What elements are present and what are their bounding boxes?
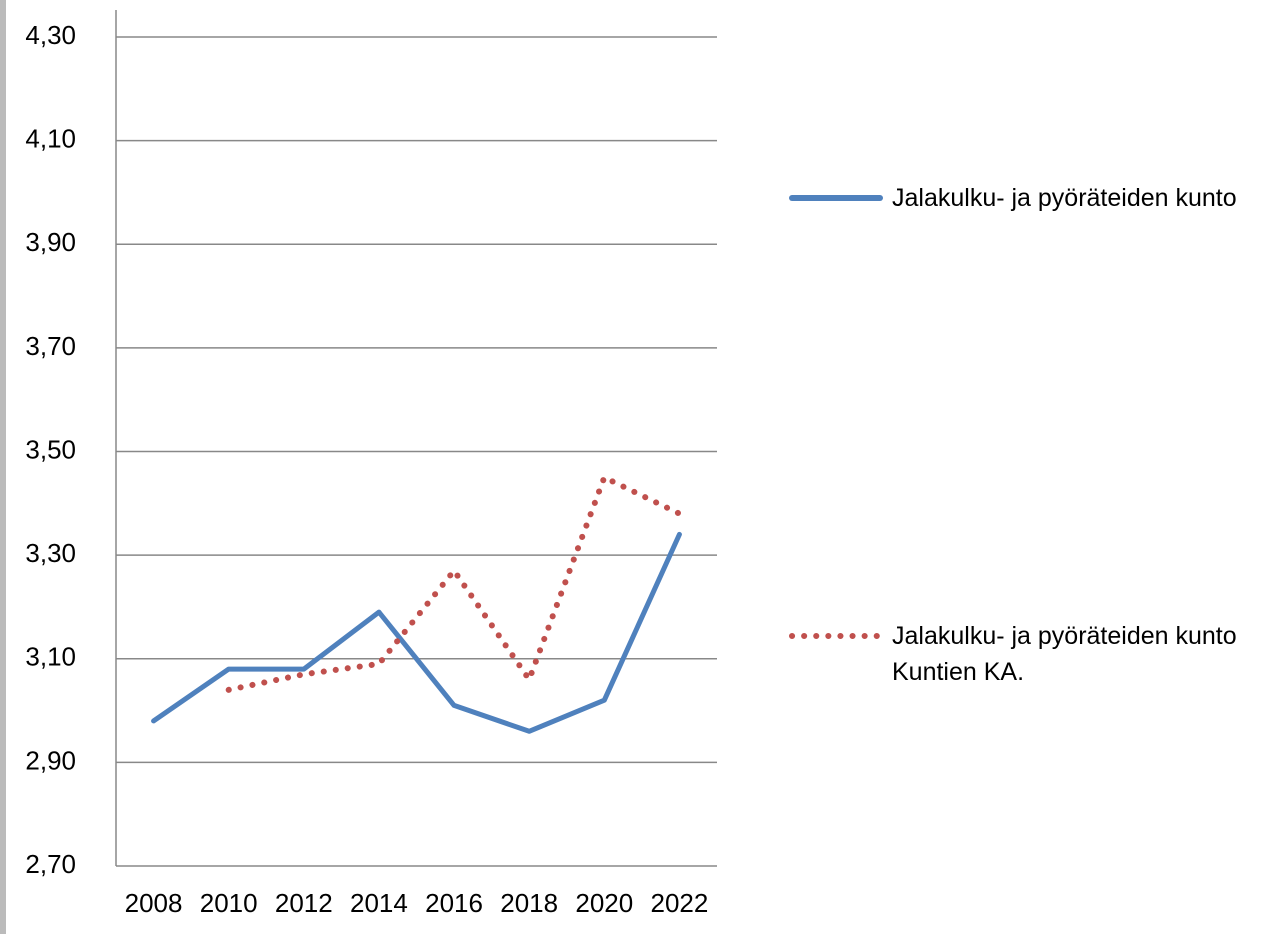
y-tick-label: 2,90 (25, 745, 76, 775)
x-tick-label: 2008 (125, 888, 183, 918)
x-tick-label: 2016 (425, 888, 483, 918)
x-tick-label: 2014 (350, 888, 408, 918)
x-tick-label: 2010 (200, 888, 258, 918)
y-tick-label: 3,70 (25, 331, 76, 361)
series-line (225, 474, 683, 693)
legend-label: Jalakulku- ja pyöräteiden kunto Kuntien … (892, 622, 1237, 686)
x-tick-label: 2020 (575, 888, 633, 918)
series-line (151, 531, 682, 734)
y-tick-label: 4,30 (25, 20, 76, 50)
y-tick-label: 4,10 (25, 124, 76, 154)
y-tick-label: 3,10 (25, 642, 76, 672)
y-tick-label: 3,30 (25, 538, 76, 568)
x-tick-label: 2022 (651, 888, 709, 918)
x-tick-label: 2012 (275, 888, 333, 918)
x-tick-label: 2018 (500, 888, 558, 918)
y-tick-label: 3,90 (25, 227, 76, 257)
y-tick-label: 3,50 (25, 434, 76, 464)
legend-label: Jalakulku- ja pyöräteiden kunto (892, 184, 1237, 212)
left-edge (0, 0, 6, 934)
y-tick-label: 2,70 (25, 849, 76, 879)
